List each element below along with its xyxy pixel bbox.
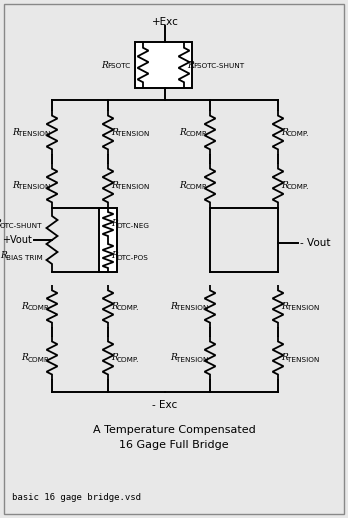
Text: R: R [111, 181, 118, 190]
Text: COMP.: COMP. [117, 356, 140, 363]
Text: R: R [101, 61, 108, 69]
Text: TENSION: TENSION [176, 356, 209, 363]
Text: A Temperature Compensated: A Temperature Compensated [93, 425, 255, 435]
Text: R: R [281, 128, 288, 137]
Text: basic 16 gage bridge.vsd: basic 16 gage bridge.vsd [12, 494, 141, 502]
Text: R: R [111, 128, 118, 137]
Text: 16 Gage Full Bridge: 16 Gage Full Bridge [119, 440, 229, 450]
Text: R: R [187, 61, 194, 69]
Text: TENSION: TENSION [176, 305, 209, 311]
Text: COMP.: COMP. [27, 356, 50, 363]
Text: R: R [281, 181, 288, 190]
Text: - Vout: - Vout [300, 238, 331, 248]
Text: TENSION: TENSION [18, 131, 51, 137]
Text: R: R [111, 302, 118, 311]
Text: R: R [180, 128, 186, 137]
Text: +Vout: +Vout [2, 235, 32, 245]
Text: +Exc: +Exc [152, 17, 179, 27]
Text: FSOTC: FSOTC [107, 64, 130, 69]
Text: - Exc: - Exc [152, 400, 177, 410]
Text: OTC-NEG: OTC-NEG [117, 223, 150, 228]
Text: FSOTC-SHUNT: FSOTC-SHUNT [193, 64, 244, 69]
Text: TENSION: TENSION [287, 356, 319, 363]
Text: TENSION: TENSION [117, 131, 149, 137]
Text: R: R [22, 302, 28, 311]
Text: R: R [281, 353, 288, 363]
Text: R: R [111, 353, 118, 363]
Text: R: R [0, 252, 7, 261]
Text: TENSION: TENSION [287, 305, 319, 311]
Text: COMP.: COMP. [287, 184, 309, 190]
Text: R: R [13, 128, 19, 137]
Text: R: R [13, 181, 19, 190]
Text: R: R [171, 302, 177, 311]
Text: COMP.: COMP. [117, 305, 140, 311]
Bar [135, 42, 192, 88]
Text: OTC-SHUNT: OTC-SHUNT [0, 223, 42, 228]
Text: BIAS TRIM: BIAS TRIM [6, 254, 43, 261]
Text: TENSION: TENSION [117, 184, 149, 190]
Bar [99, 208, 117, 272]
Text: R: R [0, 220, 1, 228]
Text: COMP.: COMP. [27, 305, 50, 311]
Text: R: R [111, 252, 118, 261]
Text: R: R [281, 302, 288, 311]
Text: R: R [171, 353, 177, 363]
Text: R: R [111, 220, 118, 228]
Text: TENSION: TENSION [18, 184, 51, 190]
Text: COMP.: COMP. [185, 184, 208, 190]
Text: R: R [180, 181, 186, 190]
Text: COMP.: COMP. [287, 131, 309, 137]
Text: R: R [22, 353, 28, 363]
Text: COMP.: COMP. [185, 131, 208, 137]
Text: OTC-POS: OTC-POS [117, 254, 149, 261]
